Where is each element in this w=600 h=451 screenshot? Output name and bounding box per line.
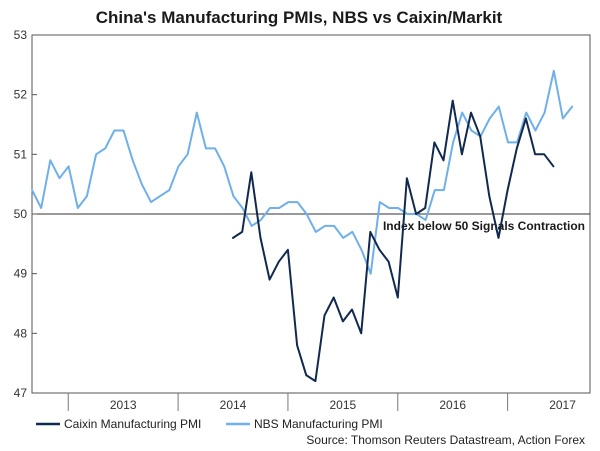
nbs-manufacturing-pmi-legend-label: NBS Manufacturing PMI	[254, 417, 383, 431]
caixin-manufacturing-pmi-legend-label: Caixin Manufacturing PMI	[64, 417, 201, 431]
y-tick-label: 53	[14, 28, 28, 42]
nbs-manufacturing-pmi-line	[31, 69, 574, 275]
series-group	[31, 69, 574, 383]
caixin-manufacturing-pmi-line	[232, 99, 555, 383]
x-tick-label: 2013	[110, 398, 137, 412]
x-tick-label: 2016	[439, 398, 466, 412]
reference-line-label: Index below 50 Signals Contraction	[383, 219, 585, 233]
legend: Caixin Manufacturing PMI NBS Manufacturin…	[36, 417, 383, 431]
y-tick-label: 49	[14, 267, 28, 281]
reference-line-group: Index below 50 Signals Contraction	[32, 213, 590, 233]
x-tick-label: 2015	[330, 398, 357, 412]
source-note: Source: Thomson Reuters Datastream, Acti…	[306, 433, 585, 447]
y-tick-label: 47	[14, 386, 28, 400]
y-tick-label: 51	[14, 147, 28, 161]
axis-group: 47 48 49 50 51 52 53 2013 2014 2015 2016 2017	[14, 28, 577, 412]
x-tick-label: 2017	[549, 398, 576, 412]
y-tick-label: 50	[14, 207, 28, 221]
x-tick-label: 2014	[220, 398, 247, 412]
y-tick-label: 48	[14, 326, 28, 340]
y-tick-label: 52	[14, 88, 28, 102]
chart-title: China's Manufacturing PMIs, NBS vs Caixi…	[96, 8, 503, 27]
